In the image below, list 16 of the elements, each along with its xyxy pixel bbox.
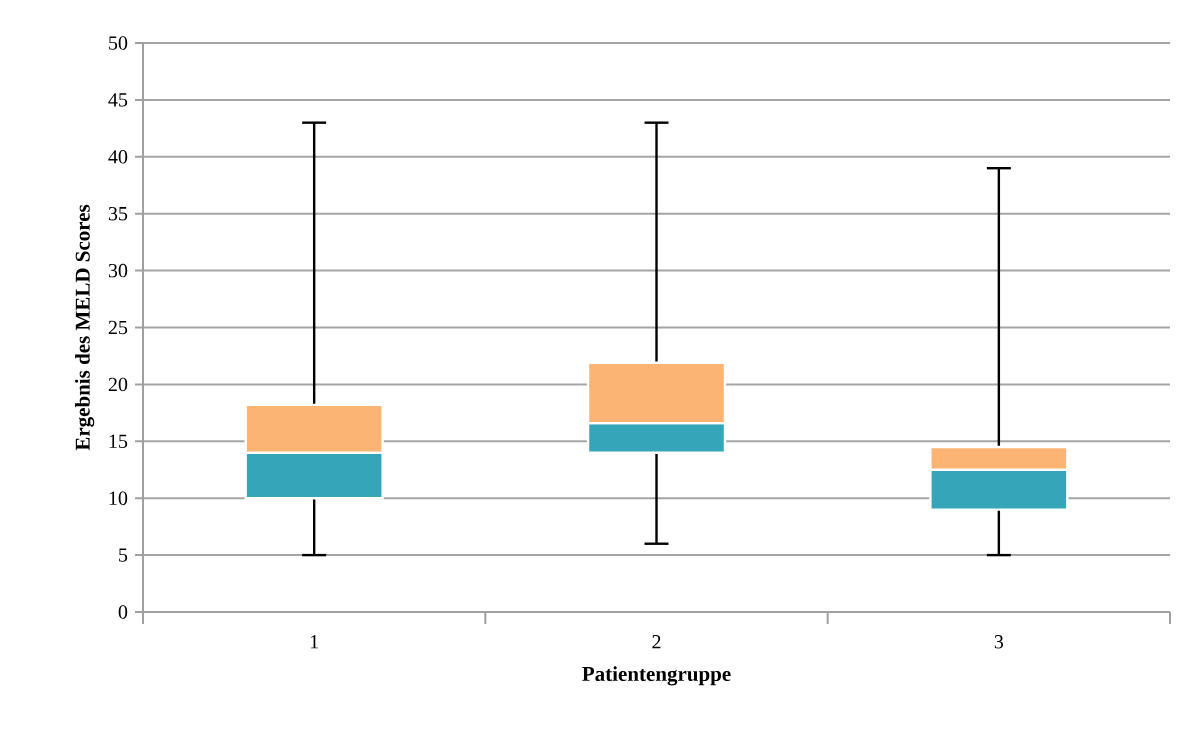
- x-tick-label: 2: [652, 635, 661, 649]
- y-tick-label: 5: [119, 548, 128, 562]
- y-tick-label: 35: [108, 206, 128, 221]
- y-tick-label: 10: [109, 491, 128, 505]
- y-tick-label: 30: [108, 263, 128, 278]
- y-tick-label: 25: [108, 320, 128, 335]
- y-tick-label: 20: [108, 377, 128, 392]
- y-tick-label: 40: [108, 150, 128, 164]
- y-tick-label: 15: [109, 434, 128, 448]
- y-tick-label: 45: [108, 93, 128, 107]
- x-axis-title: Patientengruppe: [582, 666, 731, 686]
- x-tick-label: 3: [994, 635, 1004, 649]
- y-axis-title: Ergebnis des MELD Scores: [75, 204, 95, 451]
- y-tick-label: 50: [109, 36, 128, 50]
- y-tick-label: 0: [118, 605, 128, 619]
- x-tick-label: 1: [310, 635, 318, 649]
